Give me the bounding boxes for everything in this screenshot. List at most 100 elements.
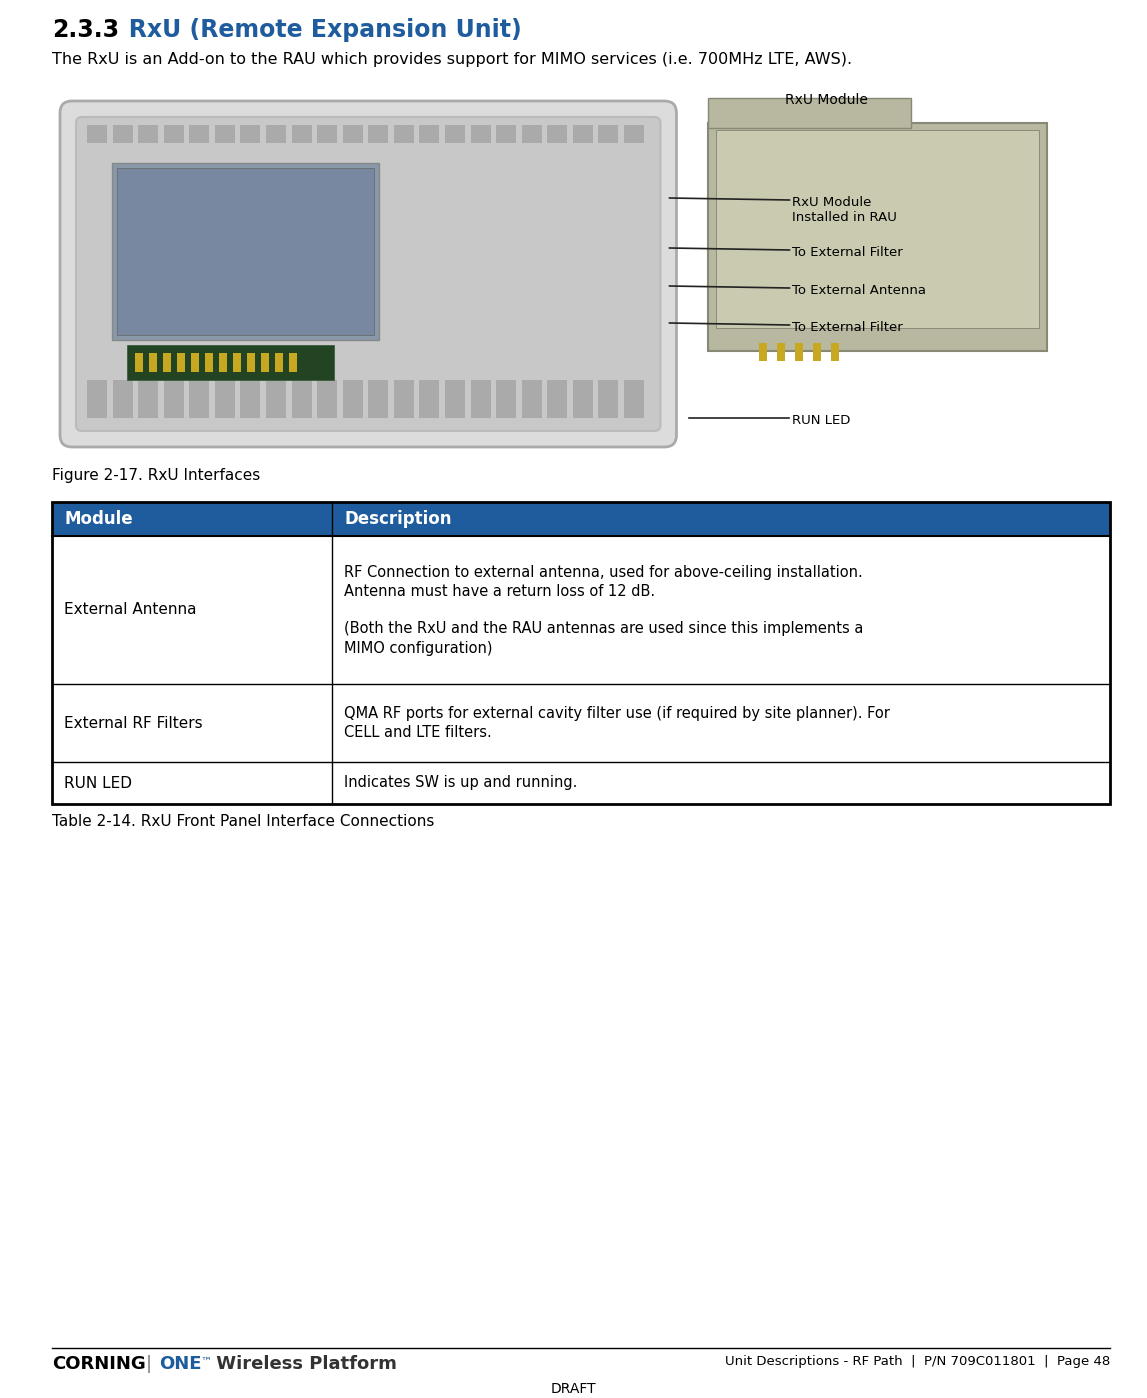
- Bar: [266, 124, 286, 143]
- Text: Module: Module: [64, 510, 133, 528]
- Bar: [813, 343, 821, 361]
- Text: To External Antenna: To External Antenna: [793, 284, 927, 296]
- Bar: [112, 164, 379, 340]
- Text: External RF Filters: External RF Filters: [64, 716, 203, 731]
- Text: Description: Description: [344, 510, 452, 528]
- Text: MIMO configuration): MIMO configuration): [344, 640, 493, 656]
- Bar: [547, 380, 568, 418]
- Bar: [317, 380, 337, 418]
- Bar: [624, 380, 643, 418]
- Text: ONE: ONE: [159, 1355, 202, 1373]
- Bar: [112, 380, 133, 418]
- Text: To External Filter: To External Filter: [793, 246, 903, 259]
- Bar: [708, 98, 911, 129]
- FancyBboxPatch shape: [76, 117, 661, 431]
- Bar: [393, 380, 414, 418]
- Bar: [333, 684, 1110, 762]
- Bar: [599, 124, 618, 143]
- Bar: [599, 380, 618, 418]
- Bar: [219, 354, 227, 372]
- FancyBboxPatch shape: [708, 123, 1046, 351]
- Bar: [189, 380, 210, 418]
- Bar: [547, 124, 568, 143]
- Bar: [522, 380, 541, 418]
- Text: RF Connection to external antenna, used for above-ceiling installation.: RF Connection to external antenna, used …: [344, 565, 864, 580]
- Bar: [164, 124, 184, 143]
- Bar: [214, 380, 235, 418]
- Bar: [192, 354, 198, 372]
- Text: RxU Module: RxU Module: [785, 94, 868, 108]
- Bar: [87, 124, 107, 143]
- Bar: [522, 124, 541, 143]
- Bar: [343, 380, 362, 418]
- Bar: [572, 380, 593, 418]
- FancyBboxPatch shape: [60, 101, 677, 447]
- Bar: [135, 354, 143, 372]
- Bar: [445, 380, 465, 418]
- Bar: [624, 124, 643, 143]
- Bar: [189, 124, 210, 143]
- Bar: [368, 124, 389, 143]
- Bar: [420, 124, 439, 143]
- Text: CELL and LTE filters.: CELL and LTE filters.: [344, 726, 492, 740]
- Bar: [291, 124, 312, 143]
- Bar: [445, 124, 465, 143]
- Bar: [87, 380, 107, 418]
- Text: External Antenna: External Antenna: [64, 603, 196, 618]
- Bar: [759, 343, 766, 361]
- Bar: [149, 354, 157, 372]
- Bar: [52, 502, 333, 535]
- Bar: [470, 380, 491, 418]
- Text: DRAFT: DRAFT: [551, 1383, 596, 1397]
- Bar: [572, 124, 593, 143]
- Bar: [164, 380, 184, 418]
- Bar: [241, 124, 260, 143]
- Bar: [241, 380, 260, 418]
- Bar: [52, 88, 1110, 460]
- Bar: [233, 354, 241, 372]
- Bar: [177, 354, 185, 372]
- Bar: [127, 345, 335, 380]
- Bar: [205, 354, 213, 372]
- Text: Wireless Platform: Wireless Platform: [210, 1355, 397, 1373]
- Bar: [52, 502, 1110, 804]
- Text: QMA RF ports for external cavity filter use (if required by site planner). For: QMA RF ports for external cavity filter …: [344, 706, 890, 721]
- Text: 2.3.3: 2.3.3: [52, 18, 119, 42]
- Bar: [333, 502, 1110, 535]
- Bar: [393, 124, 414, 143]
- Bar: [266, 380, 286, 418]
- Bar: [795, 343, 803, 361]
- Bar: [262, 354, 270, 372]
- Text: The RxU is an Add-on to the RAU which provides support for MIMO services (i.e. 7: The RxU is an Add-on to the RAU which pr…: [52, 52, 852, 67]
- Bar: [777, 343, 785, 361]
- Bar: [496, 124, 516, 143]
- Bar: [291, 380, 312, 418]
- Bar: [247, 354, 255, 372]
- Text: |: |: [146, 1355, 153, 1373]
- Bar: [470, 124, 491, 143]
- Bar: [52, 684, 333, 762]
- Text: CORNING: CORNING: [52, 1355, 146, 1373]
- Bar: [289, 354, 297, 372]
- Bar: [317, 124, 337, 143]
- Text: Indicates SW is up and running.: Indicates SW is up and running.: [344, 776, 578, 790]
- Bar: [163, 354, 171, 372]
- Text: Figure 2-17. RxU Interfaces: Figure 2-17. RxU Interfaces: [52, 468, 260, 482]
- Bar: [496, 380, 516, 418]
- Text: To External Filter: To External Filter: [793, 322, 903, 334]
- Bar: [343, 124, 362, 143]
- Text: Antenna must have a return loss of 12 dB.: Antenna must have a return loss of 12 dB…: [344, 583, 655, 598]
- Text: RUN LED: RUN LED: [64, 776, 132, 790]
- Bar: [716, 130, 1038, 329]
- Text: RxU Module
Installed in RAU: RxU Module Installed in RAU: [793, 196, 897, 224]
- Text: ™: ™: [200, 1357, 211, 1367]
- Bar: [830, 343, 838, 361]
- Text: RxU (Remote Expansion Unit): RxU (Remote Expansion Unit): [104, 18, 522, 42]
- Bar: [138, 124, 158, 143]
- Bar: [117, 168, 374, 336]
- Bar: [214, 124, 235, 143]
- Bar: [275, 354, 283, 372]
- Bar: [52, 535, 333, 684]
- Text: Table 2-14. RxU Front Panel Interface Connections: Table 2-14. RxU Front Panel Interface Co…: [52, 814, 435, 829]
- Bar: [420, 380, 439, 418]
